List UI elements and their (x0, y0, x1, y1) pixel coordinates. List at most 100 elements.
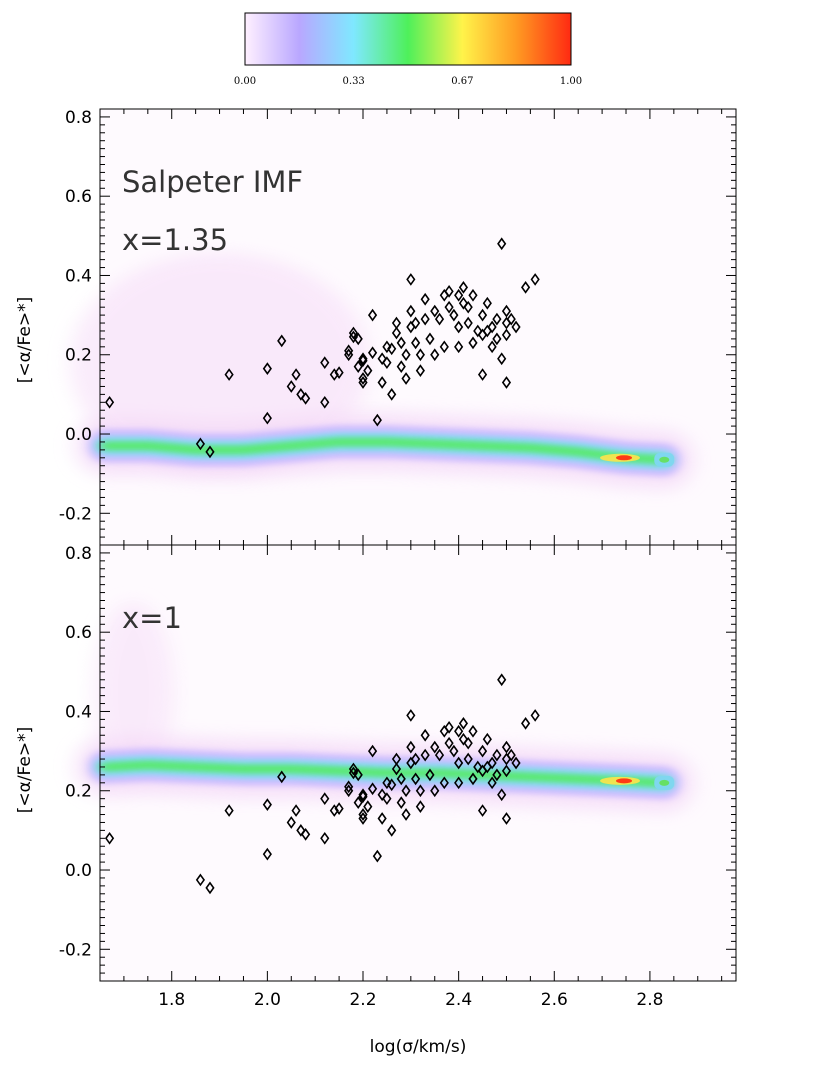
data-point (358, 354, 368, 368)
y-tick-label: 0.8 (65, 544, 92, 564)
data-point (277, 770, 287, 784)
data-point (363, 364, 373, 377)
data-point (463, 752, 473, 766)
data-point (530, 273, 540, 286)
x-tick-label: 2.8 (636, 990, 663, 1010)
data-point (511, 756, 521, 770)
y-tick-label: 0.8 (65, 108, 92, 128)
data-point (482, 732, 492, 746)
data-point (492, 312, 502, 326)
data-point (420, 728, 430, 742)
data-point (458, 716, 469, 730)
data-point (377, 352, 387, 366)
data-point (458, 280, 469, 294)
data-point (286, 380, 296, 393)
data-point (463, 736, 473, 750)
data-point (458, 296, 469, 310)
data-point (367, 782, 378, 796)
data-point (501, 812, 512, 825)
x-tick-label: 2.0 (254, 990, 281, 1010)
data-point (444, 720, 454, 734)
density-ridge-band (102, 762, 667, 786)
data-point (468, 724, 478, 738)
panel-annotation-slope: x=1 (122, 601, 182, 635)
data-point (396, 796, 406, 810)
data-point (497, 237, 507, 251)
data-point (430, 304, 440, 318)
data-point (415, 784, 425, 798)
data-point (430, 740, 440, 754)
data-point (473, 760, 483, 774)
data-point (444, 736, 454, 750)
data-point (401, 348, 411, 362)
data-point (353, 796, 363, 810)
data-point (348, 330, 359, 344)
data-point (372, 413, 382, 427)
data-point (320, 792, 330, 806)
data-point (382, 356, 392, 370)
data-point (382, 776, 392, 790)
panel-annotation-imf: Salpeter IMF (122, 165, 303, 199)
data-point (353, 332, 363, 346)
data-point (382, 340, 392, 354)
data-point (430, 784, 440, 798)
data-point (444, 284, 454, 298)
data-point (406, 740, 416, 754)
colorbar-tick-label: 0.00 (234, 76, 256, 87)
data-point (367, 308, 378, 322)
axes: 0.8 0.6 0.4 0.2 0.0 -0.2 (59, 108, 737, 546)
y-tick-label: 0.4 (65, 702, 92, 722)
data-point (415, 348, 425, 362)
y-tick-label: 0.0 (65, 861, 92, 881)
data-point (449, 744, 459, 758)
data-point (521, 716, 531, 730)
data-point (420, 748, 430, 762)
data-point (387, 388, 397, 401)
data-point (411, 752, 421, 766)
axes: 0.8 0.6 0.4 0.2 0.0 -0.2 1.8 2.0 2.2 2.4 2.6 2.8 (59, 544, 737, 1010)
density-isolated-core (659, 456, 670, 463)
data-point (492, 748, 502, 762)
y-tick-label: -0.2 (59, 940, 92, 960)
density-cloud (69, 252, 370, 473)
data-point (358, 790, 368, 804)
data-point (497, 788, 507, 802)
x-tick-label: 2.6 (541, 990, 568, 1010)
data-point (434, 312, 445, 326)
data-point (501, 376, 512, 389)
y-axis-label: [<α/Fe>*] (15, 727, 35, 814)
data-point (454, 320, 464, 334)
data-point (296, 824, 306, 837)
data-point (262, 847, 272, 861)
data-point (454, 776, 464, 790)
data-point (420, 312, 430, 326)
x-tick-label: 2.2 (349, 990, 376, 1010)
data-point (104, 395, 115, 409)
panel-bottom: 0.8 0.6 0.4 0.2 0.0 -0.2 1.8 2.0 2.2 2.4 2.6 2.8 x=… (15, 544, 737, 1057)
data-point (468, 336, 478, 350)
x-tick-label: 2.4 (445, 990, 472, 1010)
data-point (439, 776, 449, 790)
data-point (454, 724, 464, 738)
data-point (291, 804, 301, 817)
y-tick-label: 0.6 (65, 187, 92, 207)
data-point (425, 768, 435, 782)
data-point (320, 831, 330, 845)
data-point (329, 804, 339, 817)
data-point (372, 849, 382, 863)
data-point (530, 709, 540, 722)
data-point (492, 768, 502, 782)
data-point (468, 288, 478, 302)
data-point (401, 372, 411, 385)
data-point (501, 764, 512, 778)
colorbar-tick-label: 0.33 (343, 76, 365, 87)
data-point (195, 437, 206, 451)
data-point (401, 808, 411, 821)
data-point (262, 798, 272, 811)
data-point (444, 300, 454, 314)
data-point (224, 368, 234, 381)
colorbar-tick-label: 0.67 (451, 76, 473, 87)
y-tick-label: 0.4 (65, 266, 92, 286)
data-point (358, 788, 368, 802)
data-point (358, 812, 368, 825)
